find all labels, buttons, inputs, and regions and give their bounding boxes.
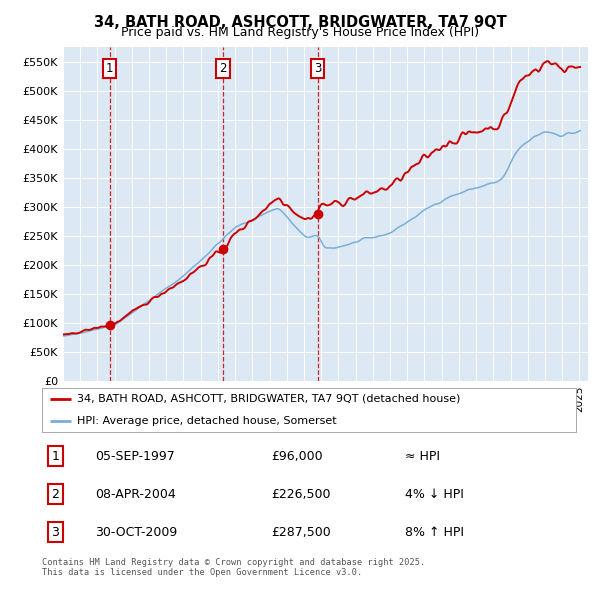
Text: £287,500: £287,500: [272, 526, 331, 539]
Text: 34, BATH ROAD, ASHCOTT, BRIDGWATER, TA7 9QT: 34, BATH ROAD, ASHCOTT, BRIDGWATER, TA7 …: [94, 15, 506, 30]
Text: 1: 1: [52, 450, 59, 463]
Text: 34, BATH ROAD, ASHCOTT, BRIDGWATER, TA7 9QT (detached house): 34, BATH ROAD, ASHCOTT, BRIDGWATER, TA7 …: [77, 394, 460, 404]
Text: 08-APR-2004: 08-APR-2004: [95, 487, 176, 501]
Text: 30-OCT-2009: 30-OCT-2009: [95, 526, 178, 539]
Text: ≈ HPI: ≈ HPI: [405, 450, 440, 463]
Text: 05-SEP-1997: 05-SEP-1997: [95, 450, 175, 463]
Text: 3: 3: [52, 526, 59, 539]
Text: £96,000: £96,000: [272, 450, 323, 463]
Text: 8% ↑ HPI: 8% ↑ HPI: [405, 526, 464, 539]
Text: 1: 1: [106, 62, 113, 75]
Text: Price paid vs. HM Land Registry's House Price Index (HPI): Price paid vs. HM Land Registry's House …: [121, 26, 479, 39]
Text: HPI: Average price, detached house, Somerset: HPI: Average price, detached house, Some…: [77, 416, 337, 426]
Text: 2: 2: [219, 62, 227, 75]
Text: 3: 3: [314, 62, 321, 75]
Text: 2: 2: [52, 487, 59, 501]
Text: Contains HM Land Registry data © Crown copyright and database right 2025.
This d: Contains HM Land Registry data © Crown c…: [42, 558, 425, 577]
Text: 4% ↓ HPI: 4% ↓ HPI: [405, 487, 464, 501]
Text: £226,500: £226,500: [272, 487, 331, 501]
